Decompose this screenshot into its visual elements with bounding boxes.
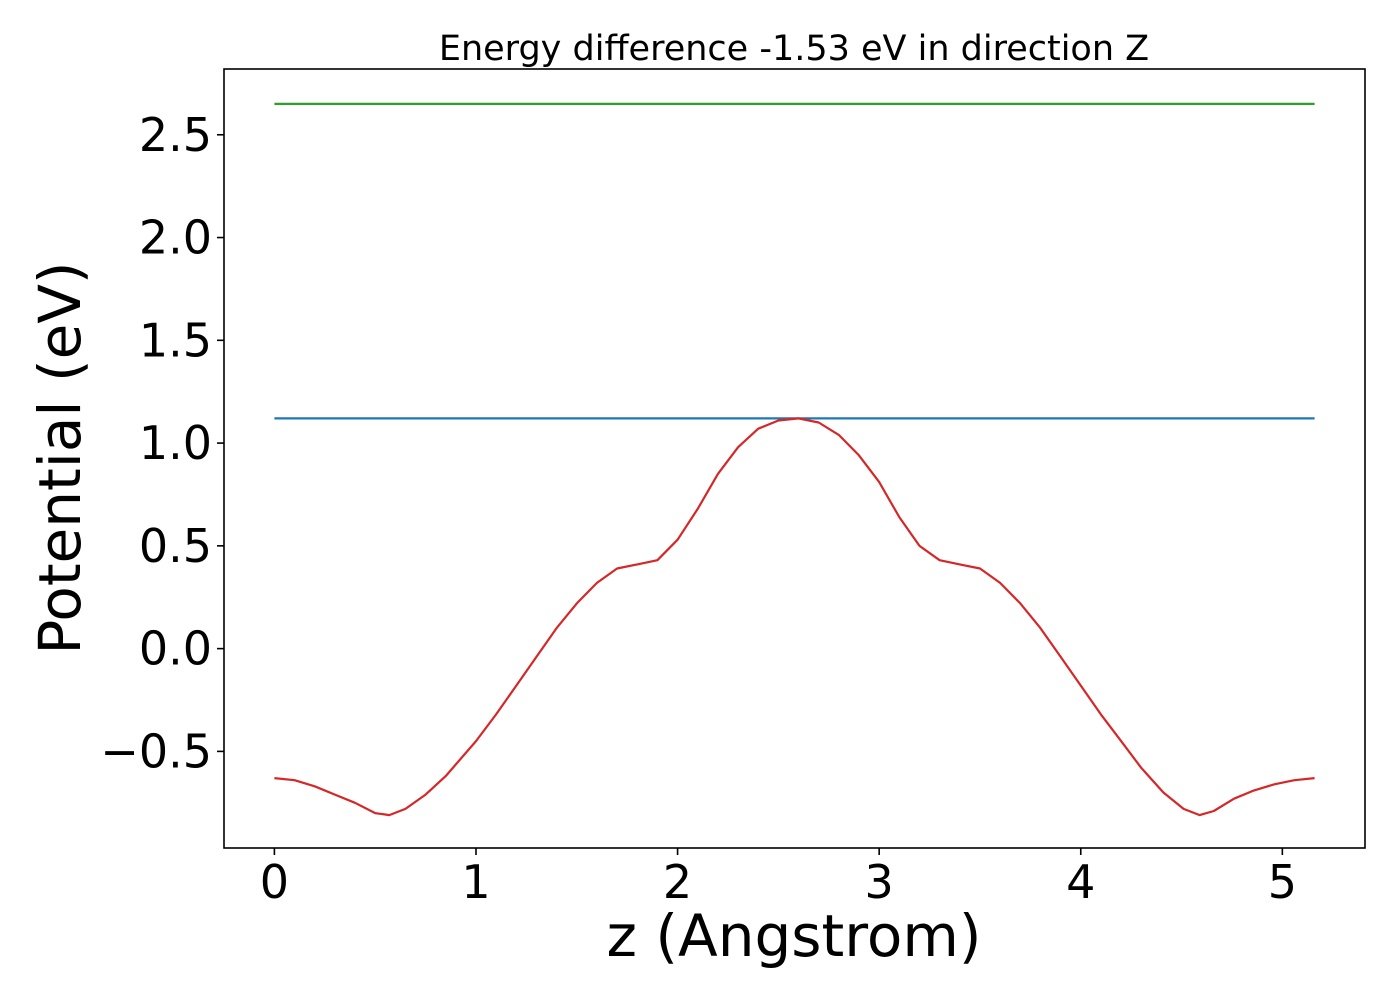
y-axis-label: Potential (eV) xyxy=(26,261,94,654)
x-tick-label: 5 xyxy=(1268,855,1297,909)
x-tick-label: 3 xyxy=(865,855,894,909)
y-axis: −0.5 0.0 0.5 1.0 1.5 2.0 2.5 xyxy=(100,108,224,778)
plot-area-frame xyxy=(223,68,1366,849)
x-axis-label: z (Angstrom) xyxy=(607,902,982,970)
y-tick-label: 0.5 xyxy=(139,519,212,573)
series-layer xyxy=(274,102,1315,817)
x-tick-label: 4 xyxy=(1066,855,1095,909)
y-tick-label: 0.0 xyxy=(139,622,212,676)
x-tick-label: 2 xyxy=(663,855,692,909)
y-tick-label: 2.5 xyxy=(139,108,212,162)
series-line-red xyxy=(274,417,1315,817)
chart-title: Energy difference -1.53 eV in direction … xyxy=(439,29,1149,69)
y-tick-label: −0.5 xyxy=(100,724,212,778)
y-tick-label: 1.0 xyxy=(139,416,212,470)
y-tick-label: 1.5 xyxy=(139,313,212,367)
x-axis: 0 1 2 3 4 5 xyxy=(260,848,1297,909)
y-tick-label: 2.0 xyxy=(139,211,212,265)
x-tick-label: 1 xyxy=(461,855,490,909)
x-tick-label: 0 xyxy=(260,855,289,909)
